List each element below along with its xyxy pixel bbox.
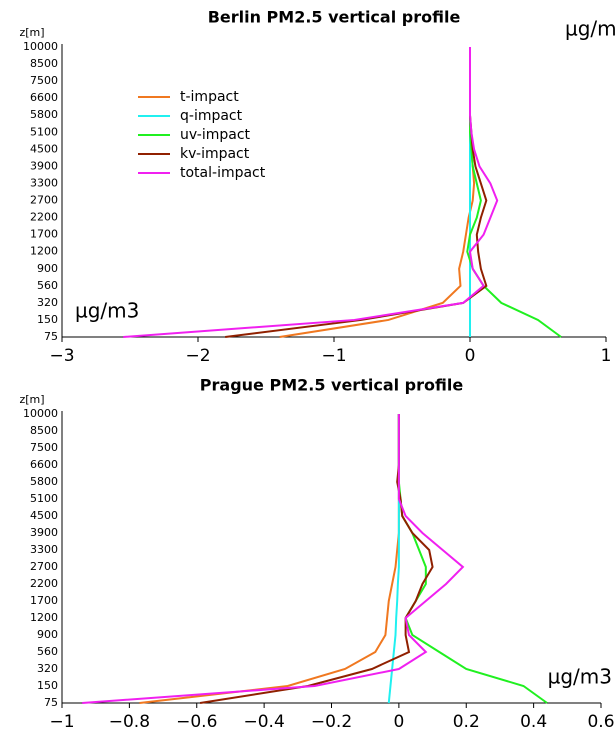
y-tick-label: 900	[37, 628, 58, 641]
legend-label: kv-impact	[180, 146, 250, 162]
series-line	[279, 47, 476, 338]
annotation: µg/m3	[75, 299, 139, 323]
y-tick-label: 7500	[30, 74, 58, 87]
x-tick-label: −0.6	[176, 712, 217, 732]
y-tick-label: 320	[37, 296, 58, 309]
x-tick-label: 0	[393, 712, 404, 732]
y-tick-label: 75	[44, 330, 58, 343]
y-tick-label: 560	[37, 279, 58, 292]
legend-label: uv-impact	[180, 127, 251, 143]
y-tick-label: 3300	[30, 543, 58, 556]
y-tick-label: 5800	[30, 108, 58, 121]
x-tick-label: 0.4	[520, 712, 547, 732]
y-tick-label: 7500	[30, 441, 58, 454]
y-tick-label: 2700	[30, 194, 58, 207]
y-tick-label: 150	[37, 313, 58, 326]
y-tick-label: 4500	[30, 142, 58, 155]
x-tick-label: −1	[321, 346, 346, 366]
series-line	[123, 47, 499, 338]
y-tick-label: 3300	[30, 176, 58, 189]
series-line	[397, 414, 548, 704]
y-tick-label: 560	[37, 645, 58, 658]
y-tick-label: 2200	[30, 577, 58, 590]
y-tick-label: 1700	[30, 228, 58, 241]
series-line	[139, 414, 400, 704]
series-line	[199, 414, 434, 704]
annotation: µg/m3	[565, 17, 616, 41]
series-line	[225, 47, 488, 338]
series-line	[466, 47, 562, 338]
y-tick-label: 1700	[30, 594, 58, 607]
chart-title: Berlin PM2.5 vertical profile	[208, 8, 461, 27]
x-tick-label: 0	[465, 346, 476, 366]
y-tick-label: 5100	[30, 125, 58, 138]
x-tick-label: 0.6	[587, 712, 614, 732]
y-tick-label: 4500	[30, 509, 58, 522]
y-tick-label: 900	[37, 262, 58, 275]
y-axis-label: z[m]	[19, 26, 44, 39]
x-tick-label: −2	[185, 346, 210, 366]
y-tick-label: 2700	[30, 560, 58, 573]
annotation: µg/m3	[548, 665, 612, 689]
legend-label: t-impact	[180, 89, 239, 105]
y-tick-label: 3900	[30, 159, 58, 172]
y-tick-label: 2200	[30, 211, 58, 224]
y-tick-label: 3900	[30, 526, 58, 539]
chart-title: Prague PM2.5 vertical profile	[200, 376, 464, 395]
x-tick-label: −0.2	[311, 712, 352, 732]
y-tick-label: 1200	[30, 611, 58, 624]
y-tick-label: 6600	[30, 91, 58, 104]
y-axis-label: z[m]	[19, 393, 44, 406]
x-tick-label: 0.2	[453, 712, 480, 732]
y-tick-label: 8500	[30, 57, 58, 70]
y-tick-label: 10000	[23, 407, 58, 420]
x-tick-label: 1	[601, 346, 612, 366]
y-tick-label: 150	[37, 679, 58, 692]
legend-label: total-impact	[180, 165, 266, 181]
x-tick-label: −1	[49, 712, 74, 732]
y-tick-label: 6600	[30, 458, 58, 471]
series-line	[82, 414, 465, 704]
y-tick-label: 10000	[23, 40, 58, 53]
y-tick-label: 1200	[30, 245, 58, 258]
y-tick-label: 8500	[30, 424, 58, 437]
x-tick-label: −0.4	[243, 712, 284, 732]
x-tick-label: −3	[49, 346, 74, 366]
y-tick-label: 320	[37, 662, 58, 675]
y-tick-label: 75	[44, 696, 58, 709]
x-tick-label: −0.8	[109, 712, 150, 732]
y-tick-label: 5100	[30, 492, 58, 505]
legend-label: q-impact	[180, 108, 243, 124]
y-tick-label: 5800	[30, 475, 58, 488]
